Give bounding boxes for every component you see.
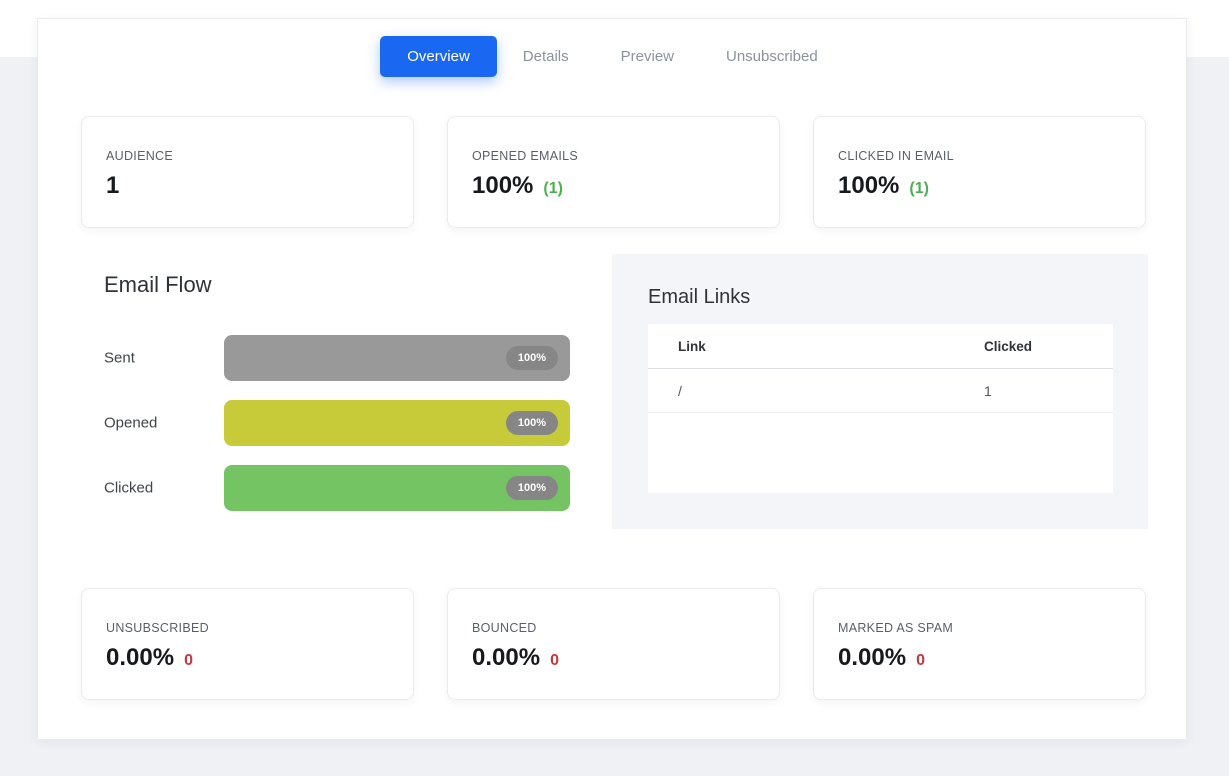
stat-count-red: 0 xyxy=(916,652,925,669)
stat-label: UNSUBSCRIBED xyxy=(106,621,209,635)
stats-top-row: AUDIENCE 1 OPENED EMAILS 100% (1) CLICKE… xyxy=(81,116,1146,228)
tab-overview[interactable]: Overview xyxy=(380,36,497,77)
link-cell: / xyxy=(678,382,682,399)
stat-card-unsubscribed: UNSUBSCRIBED 0.00% 0 xyxy=(81,588,414,700)
clicked-cell: 1 xyxy=(984,382,992,399)
stat-value: 100% xyxy=(472,172,534,199)
tab-unsubscribed[interactable]: Unsubscribed xyxy=(700,36,844,77)
flow-percentage-badge: 100% xyxy=(505,411,558,435)
email-links-table: Link Clicked / 1 xyxy=(648,324,1113,493)
stat-card-audience: AUDIENCE 1 xyxy=(81,116,414,228)
flow-label: Clicked xyxy=(104,479,154,497)
flow-bar-sent: 100% xyxy=(224,335,570,381)
tab-details[interactable]: Details xyxy=(497,36,595,77)
stat-label: MARKED AS SPAM xyxy=(838,621,954,635)
column-header-clicked: Clicked xyxy=(984,338,1033,354)
table-row[interactable]: / 1 xyxy=(648,369,1113,413)
stat-label: BOUNCED xyxy=(472,621,537,635)
stat-card-marked-as-spam: MARKED AS SPAM 0.00% 0 xyxy=(813,588,1146,700)
tab-preview[interactable]: Preview xyxy=(595,36,700,77)
main-panel: Overview Details Preview Unsubscribed AU… xyxy=(37,18,1187,740)
stat-value: 0.00% xyxy=(472,644,541,671)
flow-percentage-badge: 100% xyxy=(505,476,558,500)
tab-bar: Overview Details Preview Unsubscribed xyxy=(38,36,1186,77)
stat-count-green: (1) xyxy=(543,180,563,197)
stat-card-clicked-in-email: CLICKED IN EMAIL 100% (1) xyxy=(813,116,1146,228)
stat-label: CLICKED IN EMAIL xyxy=(838,149,954,163)
email-flow-title: Email Flow xyxy=(104,272,212,297)
email-links-title: Email Links xyxy=(648,286,751,308)
column-header-link: Link xyxy=(678,338,706,354)
flow-row-opened: Opened 100% xyxy=(104,400,570,446)
stat-count-red: 0 xyxy=(184,652,193,669)
stat-label: AUDIENCE xyxy=(106,149,173,163)
flow-label: Sent xyxy=(104,349,135,367)
stat-value: 100% xyxy=(838,172,900,199)
stats-bottom-row: UNSUBSCRIBED 0.00% 0 BOUNCED 0.00% 0 MAR… xyxy=(81,588,1146,700)
stat-label: OPENED EMAILS xyxy=(472,149,579,163)
stat-card-bounced: BOUNCED 0.00% 0 xyxy=(447,588,780,700)
stat-count-red: 0 xyxy=(550,652,559,669)
flow-bar-opened: 100% xyxy=(224,400,570,446)
email-links-panel: Email Links Link Clicked / 1 xyxy=(612,254,1148,529)
stat-card-opened-emails: OPENED EMAILS 100% (1) xyxy=(447,116,780,228)
flow-row-clicked: Clicked 100% xyxy=(104,465,570,511)
stat-value: 0.00% xyxy=(106,644,175,671)
flow-row-sent: Sent 100% xyxy=(104,335,570,381)
stat-count-green: (1) xyxy=(909,180,929,197)
flow-label: Opened xyxy=(104,414,158,432)
flow-bar-clicked: 100% xyxy=(224,465,570,511)
flow-percentage-badge: 100% xyxy=(505,346,558,370)
stat-value: 0.00% xyxy=(838,644,907,671)
stat-value: 1 xyxy=(106,172,120,199)
table-header-row: Link Clicked xyxy=(648,324,1113,369)
